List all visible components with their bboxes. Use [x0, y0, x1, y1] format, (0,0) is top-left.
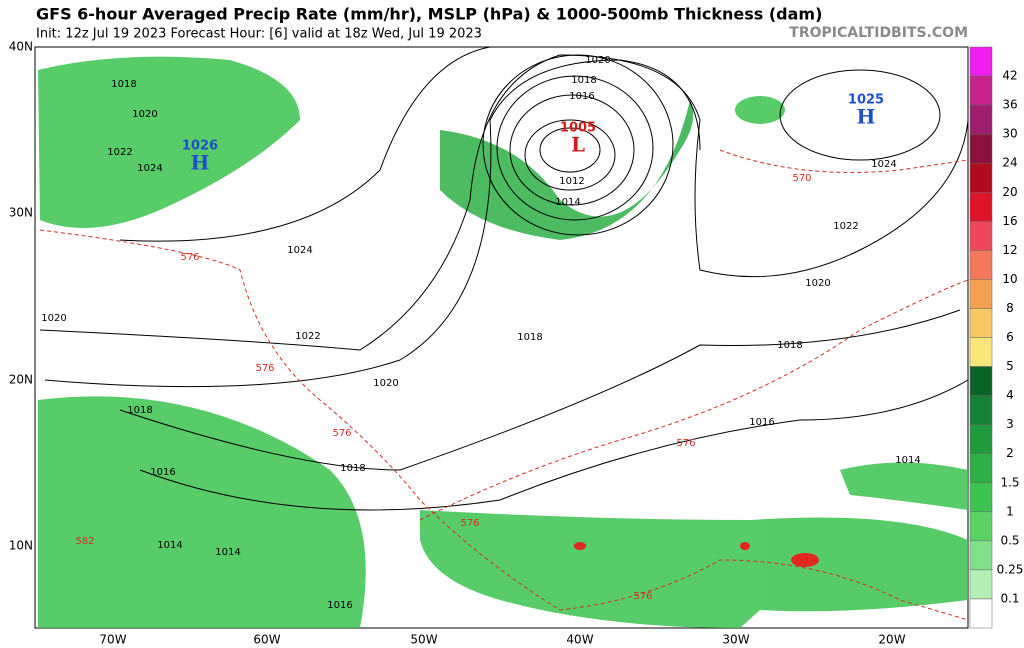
center-letter: H	[857, 105, 876, 129]
colorbar-label: 24	[1002, 156, 1017, 170]
lon-label: 20W	[878, 633, 905, 647]
isobar-label: 1020	[585, 55, 610, 66]
isobar-label: 1024	[137, 163, 162, 174]
thickness-label: 576	[676, 438, 695, 449]
thickness-label: 576	[633, 591, 652, 602]
center-pressure: 1026	[182, 139, 218, 154]
colorbar-swatch	[969, 395, 993, 425]
isobars	[39, 46, 969, 511]
colorbar-swatch	[969, 104, 993, 135]
title: GFS 6-hour Averaged Precip Rate (mm/hr),…	[36, 5, 822, 24]
colorbar-swatch	[969, 221, 993, 251]
colorbar-swatch	[969, 482, 993, 513]
map-frame	[34, 46, 969, 629]
colorbar-swatch	[969, 192, 993, 222]
colorbar-swatch	[969, 133, 993, 164]
colorbar-swatch	[969, 511, 993, 542]
colorbar-label: 10	[1002, 272, 1017, 286]
lat-label: 30N	[9, 206, 33, 220]
isobar-label: 1014	[157, 540, 182, 551]
lon-label: 50W	[410, 633, 437, 647]
colorbar-label: 16	[1002, 214, 1017, 228]
isobar-label: 1014	[555, 197, 580, 208]
isobar-label: 1024	[871, 159, 896, 170]
isobar-label: 1018	[571, 75, 596, 86]
isobar-label: 1022	[295, 331, 320, 342]
center-pressure: 1005	[560, 121, 596, 136]
credit: TROPICALTIDBITS.COM	[789, 25, 968, 41]
isobar-label: 1024	[287, 245, 312, 256]
lat-label: 20N	[9, 373, 33, 387]
colorbar-label: 6	[1006, 330, 1014, 344]
thickness-label: 576	[180, 252, 199, 263]
subtitle: Init: 12z Jul 19 2023 Forecast Hour: [6]…	[36, 27, 482, 42]
center-letter: L	[571, 133, 585, 157]
isobar-label: 1012	[559, 176, 584, 187]
colorbar-label: 0.25	[997, 562, 1024, 576]
heavy-precip	[574, 542, 819, 567]
thickness-label: 576	[332, 428, 351, 439]
thickness-label: 576	[255, 363, 274, 374]
colorbar-label: 36	[1002, 98, 1017, 112]
colorbar-label: 8	[1006, 301, 1014, 315]
colorbar-label: 4	[1006, 388, 1014, 402]
isobar-label: 1020	[805, 278, 830, 289]
thickness-label: 576	[460, 518, 479, 529]
isobar-label: 1020	[373, 378, 398, 389]
isobar-label: 1018	[111, 79, 136, 90]
isobar-label: 1016	[569, 91, 594, 102]
isobar-label: 1018	[127, 405, 152, 416]
isobar-label: 1018	[777, 340, 802, 351]
center-letter: H	[191, 151, 210, 175]
isobar-label: 1014	[895, 455, 920, 466]
colorbar-label: 2	[1006, 446, 1014, 460]
colorbar-swatch	[969, 337, 993, 367]
colorbar-label: 0.1	[1000, 591, 1019, 605]
lon-label: 30W	[722, 633, 749, 647]
colorbar-label: 5	[1006, 359, 1014, 373]
colorbar-label: 20	[1002, 185, 1017, 199]
isobar-label: 1014	[215, 547, 240, 558]
colorbar-label: 3	[1006, 417, 1014, 431]
colorbar-label: 42	[1002, 69, 1017, 83]
thickness-lines	[39, 149, 969, 621]
isobar-label: 1020	[132, 109, 157, 120]
isobar-label: 1016	[150, 467, 175, 478]
colorbar-label: 12	[1002, 243, 1017, 257]
colorbar-swatch	[969, 162, 993, 193]
colorbar-swatch	[969, 540, 993, 571]
colorbar-swatch	[969, 308, 993, 338]
lon-label: 70W	[99, 633, 126, 647]
isobar-label: 1022	[107, 147, 132, 158]
colorbar-swatch	[969, 250, 993, 280]
isobar-label: 1016	[327, 600, 352, 611]
colorbar-label: 1	[1006, 504, 1014, 518]
isobar-label: 1016	[749, 417, 774, 428]
colorbar-label: 1.5	[1000, 475, 1019, 489]
colorbar-swatch	[969, 598, 993, 629]
colorbar-swatch	[969, 46, 993, 77]
thickness-label: 570	[792, 173, 811, 184]
lon-label: 60W	[253, 633, 280, 647]
colorbar-swatch	[969, 366, 993, 396]
colorbar-swatch	[969, 569, 993, 600]
isobar-label: 1018	[340, 463, 365, 474]
colorbar-swatch	[969, 453, 993, 484]
colorbar-label: 30	[1002, 127, 1017, 141]
colorbar-swatch	[969, 424, 993, 454]
lat-label: 10N	[9, 539, 33, 553]
center-pressure: 1025	[848, 93, 884, 108]
isobar-label: 1022	[833, 221, 858, 232]
thickness-label: 582	[75, 536, 94, 547]
isobar-label: 1020	[41, 313, 66, 324]
isobar-label: 1018	[517, 332, 542, 343]
colorbar-swatch	[969, 75, 993, 106]
colorbar-swatch	[969, 279, 993, 309]
precip-areas	[38, 56, 968, 628]
colorbar-label: 0.5	[1000, 533, 1019, 547]
lon-label: 40W	[566, 633, 593, 647]
lat-label: 40N	[9, 40, 33, 54]
